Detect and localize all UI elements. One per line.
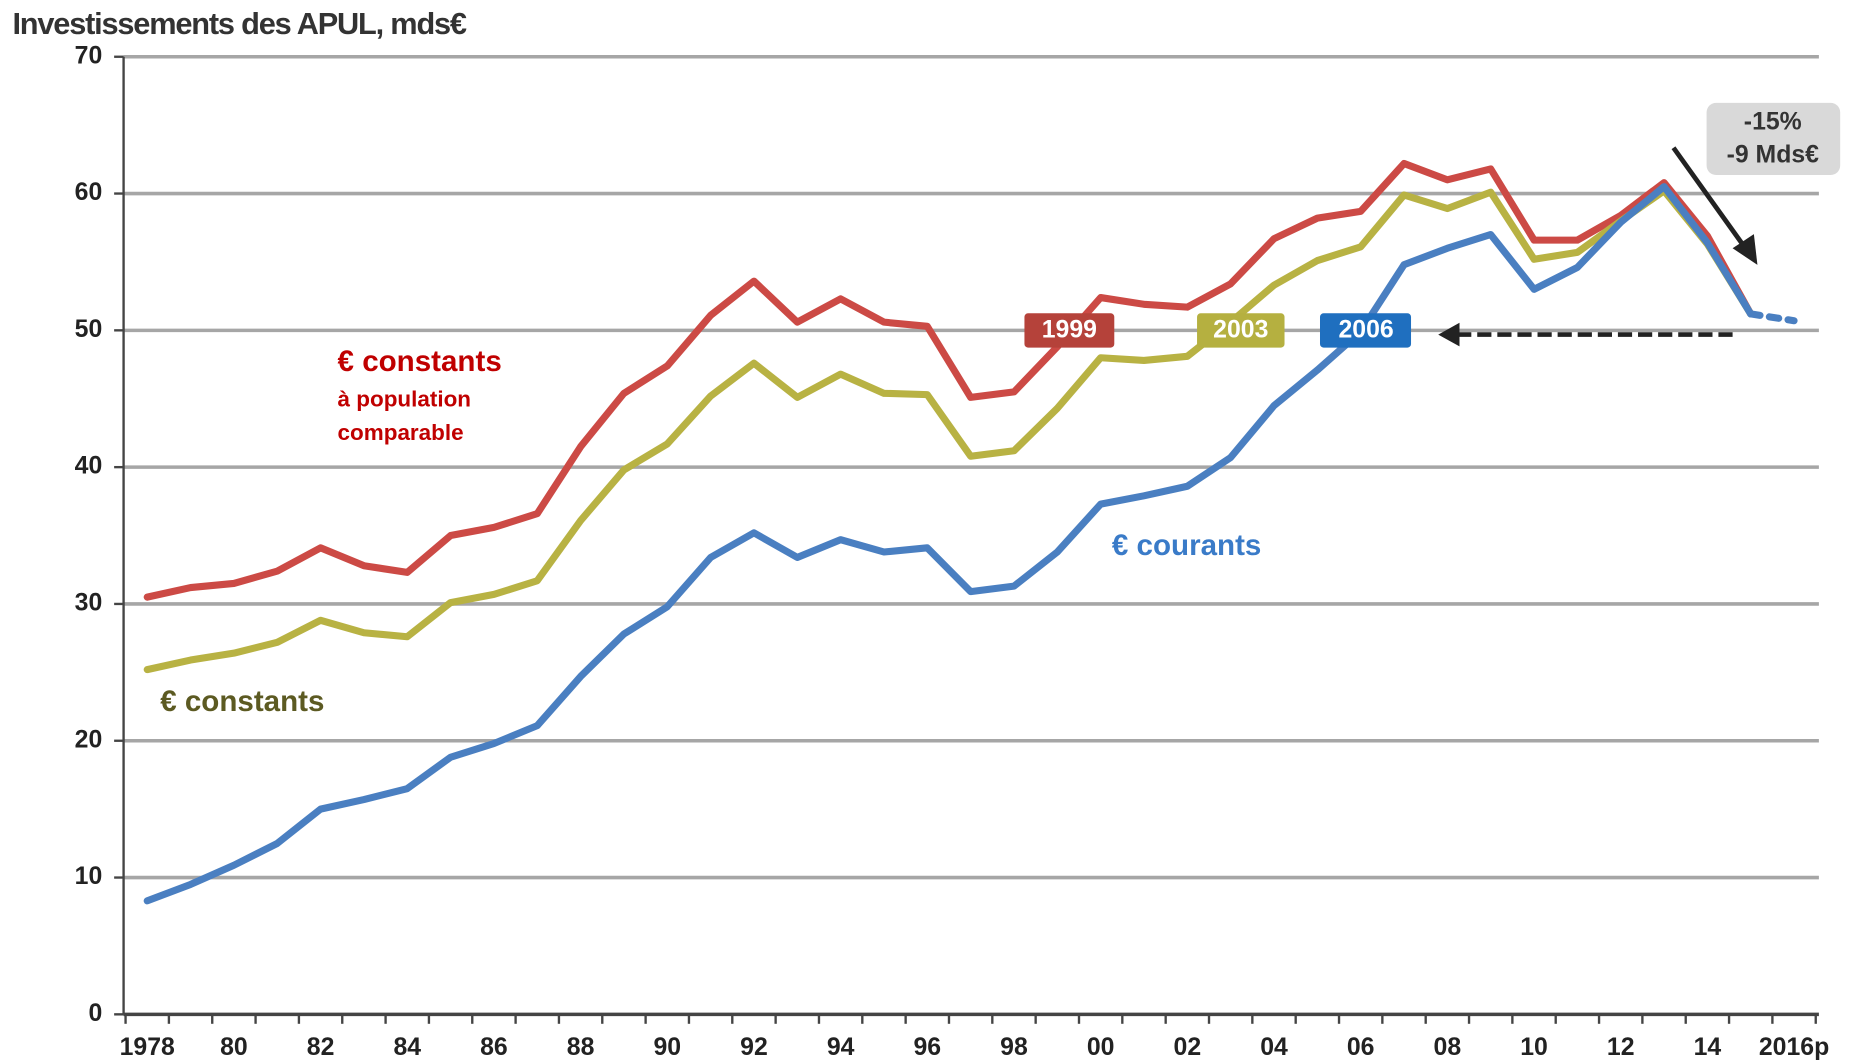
x-tick-label: 04 xyxy=(1260,1034,1288,1061)
year-box xyxy=(1319,313,1412,348)
x-tick-label: 90 xyxy=(653,1034,681,1061)
year-label: 2006 xyxy=(1339,317,1394,344)
x-tick-label: 1978 xyxy=(120,1034,175,1061)
callout-text: -9 Mds€ xyxy=(1727,142,1820,169)
series-line xyxy=(1747,310,1798,325)
x-tick-label: 86 xyxy=(480,1034,508,1061)
x-tick-label: 14 xyxy=(1694,1034,1722,1061)
y-tick-label: 70 xyxy=(75,42,103,69)
x-tick-label: 00 xyxy=(1087,1034,1115,1061)
series-label: € constants xyxy=(160,685,324,718)
arrow-head xyxy=(1732,234,1758,265)
y-tick-label: 10 xyxy=(75,863,103,890)
arrow xyxy=(1671,146,1750,254)
x-tick-label: 80 xyxy=(220,1034,248,1061)
series-label: € courants xyxy=(1112,529,1261,562)
series-line xyxy=(143,159,1755,601)
x-tick-label: 08 xyxy=(1434,1034,1462,1061)
y-tick-label: 20 xyxy=(75,726,103,753)
year-box xyxy=(1024,313,1115,348)
series-label: € constants xyxy=(338,345,502,378)
x-tick-label: 88 xyxy=(567,1034,595,1061)
x-tick-label: 06 xyxy=(1347,1034,1375,1061)
grid: 0 10 20 30 40 50 60 70 1978 80 82 84 86 88 90 92 94 96 98 0… xyxy=(75,42,1830,1061)
x-tick-label: 84 xyxy=(393,1034,421,1061)
year-label: 2003 xyxy=(1213,317,1268,344)
y-tick-label: 50 xyxy=(75,316,103,343)
series-line xyxy=(143,183,1755,905)
x-tick-label: 10 xyxy=(1520,1034,1548,1061)
x-tick-label: 94 xyxy=(827,1034,855,1061)
lines xyxy=(143,159,1798,905)
x-tick-label: 96 xyxy=(914,1034,942,1061)
y-tick-label: 60 xyxy=(75,179,103,206)
callout-box xyxy=(1706,102,1841,175)
y-tick-label: 30 xyxy=(75,590,103,617)
x-tick-label: 92 xyxy=(740,1034,768,1061)
chart-title: Investissements des APUL, mds€ xyxy=(12,6,466,41)
annotations: € constants à population comparable € co… xyxy=(160,102,1841,718)
series-note: comparable xyxy=(338,420,464,445)
y-tick-label: 40 xyxy=(75,453,103,480)
year-box xyxy=(1197,313,1285,348)
x-tick-label: 02 xyxy=(1174,1034,1202,1061)
series-line xyxy=(143,187,1755,674)
x-tick-label: 12 xyxy=(1607,1034,1635,1061)
series-note: à population xyxy=(338,387,471,412)
callout-text: -15% xyxy=(1744,109,1802,136)
year-label: 1999 xyxy=(1042,317,1097,344)
y-tick-label: 0 xyxy=(88,1000,102,1027)
x-tick-label: 2016p xyxy=(1759,1034,1829,1061)
x-tick-label: 98 xyxy=(1000,1034,1028,1061)
arrow-head xyxy=(1438,322,1460,347)
x-tick-label: 82 xyxy=(307,1034,335,1061)
